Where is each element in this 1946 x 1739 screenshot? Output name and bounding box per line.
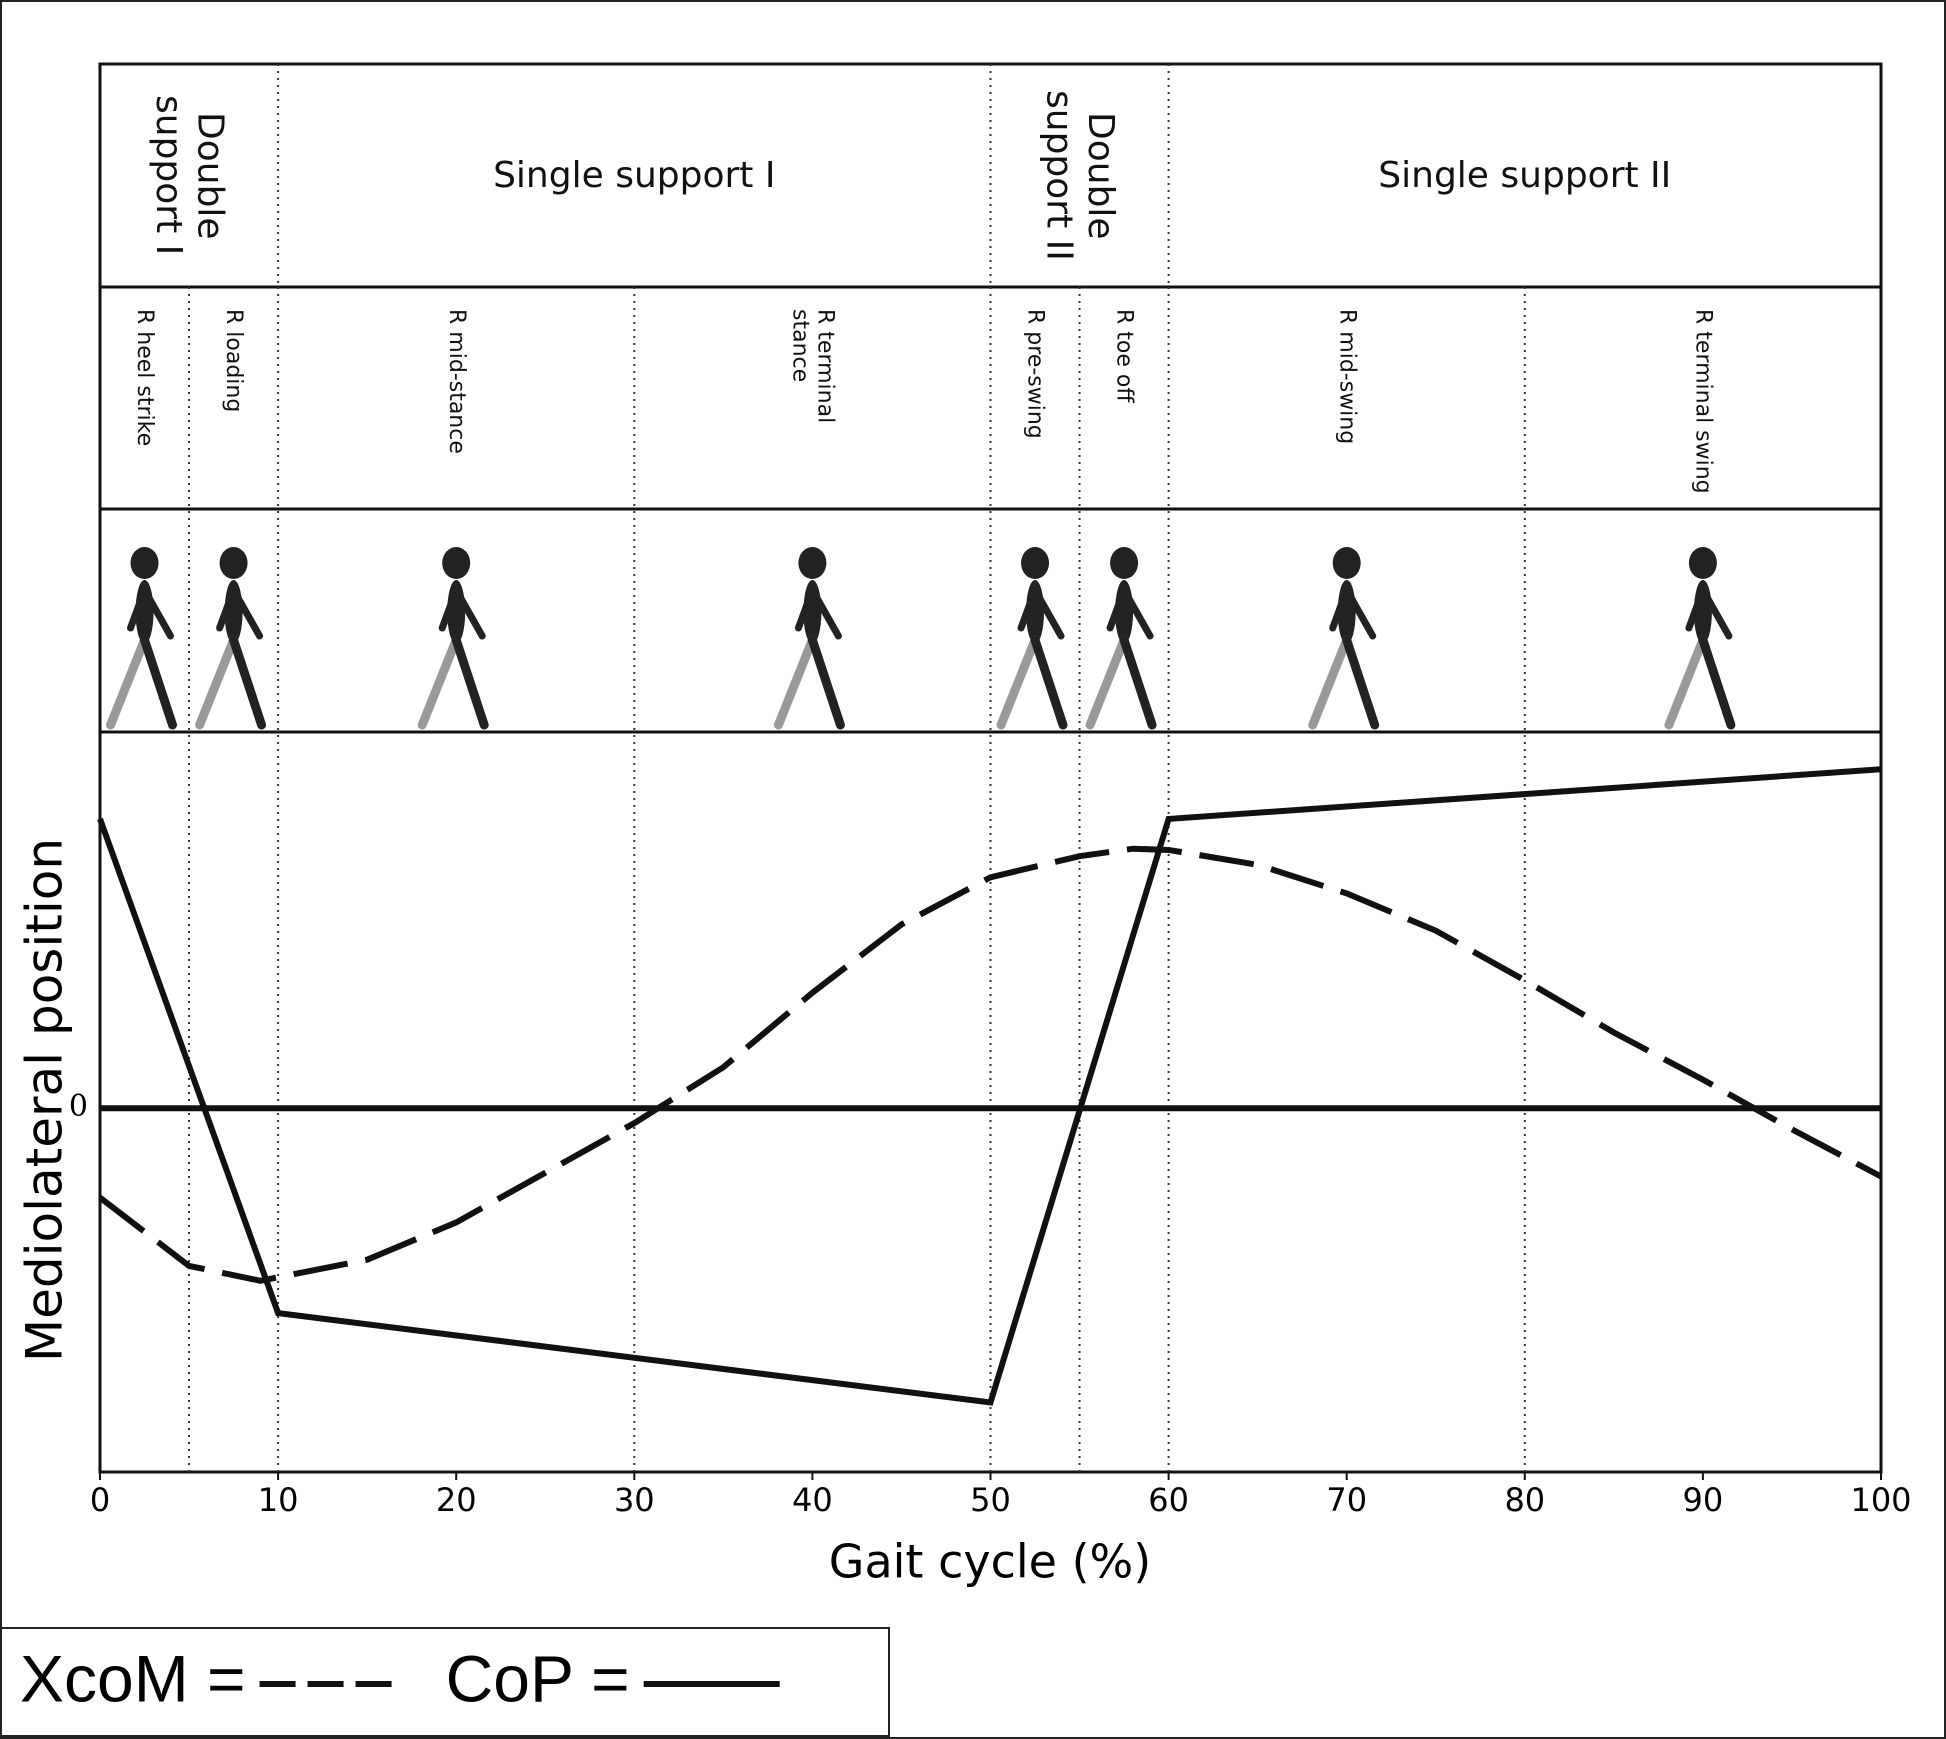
y-tick-label: 0 [69,1089,88,1124]
figure-head [798,547,827,579]
support-phase-text: Single support II [1378,155,1672,196]
y-axis-label: Mediolateral position [16,838,74,1362]
gait-phase-text: R mid-swing [1334,309,1360,445]
x-axis-label: Gait cycle (%) [829,1535,1151,1589]
x-tick-label: 30 [614,1481,655,1519]
legend-label: CoP = [446,1641,630,1715]
figure-leg [1030,635,1068,730]
gait-phase-text: R toe off [1111,309,1137,403]
x-tick-label: 0 [90,1481,110,1519]
figure-head [130,547,159,579]
figure-arm [438,586,460,632]
walking-figure [773,547,845,730]
figure-arm [1106,586,1128,632]
figure-arm [127,586,149,632]
x-tick-label: 80 [1504,1481,1545,1519]
figure-leg [1085,635,1129,730]
gait-phase: R pre-swing [991,287,1080,509]
figure-leg [773,635,817,730]
walking-figure [195,547,267,730]
walking-figure [1664,547,1736,730]
gait-phase-text: R terminal stance [787,309,838,424]
figure-head [1332,547,1361,579]
figure-head [1688,547,1717,579]
gait-phase: R heel strike [100,287,189,509]
figure-leg [229,635,267,730]
figure-arm [808,586,842,640]
legend-label: XcoM = [20,1641,246,1715]
figure-leg [1698,635,1736,730]
walking-figure [996,547,1068,730]
figure-arm [230,586,264,640]
gait-phase: R mid-stance [278,287,634,509]
walking-figure [417,547,489,730]
gait-phase: R terminal stance [634,287,990,509]
figure-leg [807,635,845,730]
x-tick-label: 60 [1148,1481,1189,1519]
figure-arm [1329,586,1351,632]
support-phase: Single support I [278,64,990,287]
figure-arm [216,586,238,632]
walking-figure [1308,547,1380,730]
walking-figure [1085,547,1157,730]
figure-leg [106,635,150,730]
figure-leg [996,635,1040,730]
x-tick-label: 70 [1326,1481,1367,1519]
walking-figure [106,547,178,730]
figure-arm [452,586,486,640]
support-phase: Double support II [991,64,1169,287]
gait-phase: R loading [189,287,278,509]
figure-head [1021,547,1050,579]
figure-arm [1699,586,1733,640]
figure-leg [1664,635,1708,730]
figure-leg [1308,635,1352,730]
figure-head [219,547,248,579]
figure-arm [1017,586,1039,632]
figure-head [442,547,471,579]
gait-phase-text: R heel strike [132,309,158,447]
gait-phase: R toe off [1080,287,1169,509]
gait-phase: R mid-swing [1169,287,1525,509]
support-phase: Single support II [1169,64,1881,287]
figure-head [1110,547,1139,579]
figure-arm [141,586,175,640]
x-tick-label: 90 [1683,1481,1724,1519]
gait-phase-text: R terminal swing [1690,309,1716,494]
figure-leg [417,635,461,730]
support-phase-text: Double support II [1038,90,1121,261]
figure-arm [794,586,816,632]
x-tick-label: 40 [792,1481,833,1519]
figure-leg [451,635,489,730]
support-phase-text: Single support I [493,155,776,196]
figure-leg [140,635,178,730]
figure-arm [1343,586,1377,640]
figure-leg [1119,635,1157,730]
x-tick-label: 100 [1850,1481,1911,1519]
support-phase-text: Double support I [148,95,231,256]
series-line [97,766,1882,1406]
figure-arm [1685,586,1707,632]
x-tick-label: 20 [436,1481,477,1519]
gait-phase-text: R loading [221,309,247,413]
gait-phase: R terminal swing [1525,287,1881,509]
x-tick-label: 10 [258,1481,299,1519]
figure-leg [1342,635,1380,730]
gait-phase-text: R mid-stance [443,309,469,454]
x-tick-label: 50 [970,1481,1011,1519]
figure-arm [1120,586,1154,640]
figure-arm [1031,586,1065,640]
gait-phase-text: R pre-swing [1022,309,1048,439]
series-line [98,845,1883,1284]
figure-leg [195,635,239,730]
support-phase: Double support I [100,64,278,287]
